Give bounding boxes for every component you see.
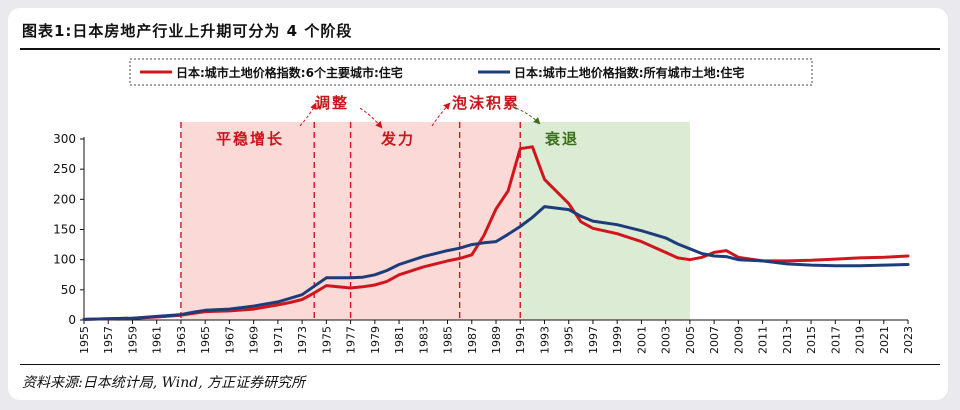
x-tick-label-26: 2007: [708, 326, 721, 354]
phase-band-0: [180, 122, 315, 320]
x-tick-label-17: 1989: [490, 326, 503, 354]
x-tick-label-20: 1995: [563, 326, 576, 354]
y-tick-label-3: 150: [53, 223, 76, 237]
x-tick-label-23: 2001: [635, 326, 648, 354]
y-tick-label-6: 300: [53, 132, 76, 146]
arrow-to-bubble: [431, 102, 451, 127]
legend-label-0: 日本:城市土地价格指数:6个主要城市:住宅: [176, 65, 403, 80]
phase-band-4: [520, 122, 690, 320]
x-tick-label-21: 1997: [587, 326, 600, 354]
x-tick-label-0: 1955: [78, 326, 91, 354]
title-rule: [20, 48, 940, 50]
x-tick-label-6: 1967: [223, 326, 236, 354]
x-tick-label-18: 1991: [514, 326, 527, 354]
arrow-to-recession: [515, 107, 541, 125]
x-tick-label-11: 1977: [345, 326, 358, 354]
x-tick-label-13: 1981: [393, 326, 406, 354]
chart-title: 图表1:日本房地产行业上升期可分为 4 个阶段: [22, 22, 353, 40]
y-tick-label-4: 200: [53, 192, 76, 206]
source-rule: [20, 364, 940, 365]
x-tick-label-25: 2005: [684, 326, 697, 354]
x-tick-label-4: 1963: [175, 326, 188, 354]
x-tick-label-19: 1993: [538, 326, 551, 354]
x-tick-label-10: 1975: [320, 326, 333, 354]
x-tick-label-29: 2013: [781, 326, 794, 354]
x-tick-label-27: 2009: [732, 326, 745, 354]
y-tick-label-2: 100: [53, 253, 76, 267]
x-tick-label-2: 1959: [126, 326, 139, 354]
phase-band-2: [350, 122, 460, 320]
x-tick-label-24: 2003: [660, 326, 673, 354]
x-tick-label-12: 1979: [369, 326, 382, 354]
arrow-to-adjust: [299, 102, 317, 127]
y-tick-label-5: 250: [53, 162, 76, 176]
x-tick-label-30: 2015: [805, 326, 818, 354]
arrow-to-force: [359, 107, 383, 129]
series-line-0: [82, 145, 910, 321]
y-tick-label-1: 50: [61, 283, 76, 297]
source-note: 资料来源:日本统计局, Wind, 方正证券研究所: [22, 375, 306, 391]
x-tick-label-3: 1961: [151, 326, 164, 354]
x-tick-label-28: 2011: [757, 326, 770, 354]
series-line-1: [82, 205, 910, 321]
x-tick-label-32: 2019: [854, 326, 867, 354]
y-tick-label-0: 0: [68, 313, 76, 327]
x-tick-label-22: 1999: [611, 326, 624, 354]
x-tick-label-14: 1983: [417, 326, 430, 354]
phase-label-1: 调整: [315, 94, 349, 112]
phase-label-3: 泡沫积累: [452, 94, 520, 112]
x-tick-label-33: 2021: [878, 326, 891, 354]
phase-label-4: 衰退: [544, 130, 579, 148]
x-tick-label-5: 1965: [199, 326, 212, 354]
phase-label-0: 平稳增长: [216, 130, 284, 148]
x-tick-label-15: 1985: [442, 326, 455, 354]
x-tick-label-16: 1987: [466, 326, 479, 354]
x-tick-label-8: 1971: [272, 326, 285, 354]
x-tick-label-31: 2017: [829, 326, 842, 354]
x-tick-label-1: 1957: [102, 326, 115, 354]
x-tick-label-7: 1969: [248, 326, 261, 354]
legend-box: [129, 58, 813, 86]
x-tick-label-9: 1973: [296, 326, 309, 354]
x-tick-label-34: 2023: [902, 326, 915, 354]
phase-label-2: 发力: [380, 130, 415, 148]
legend-label-1: 日本:城市土地价格指数:所有城市土地:住宅: [514, 65, 744, 80]
